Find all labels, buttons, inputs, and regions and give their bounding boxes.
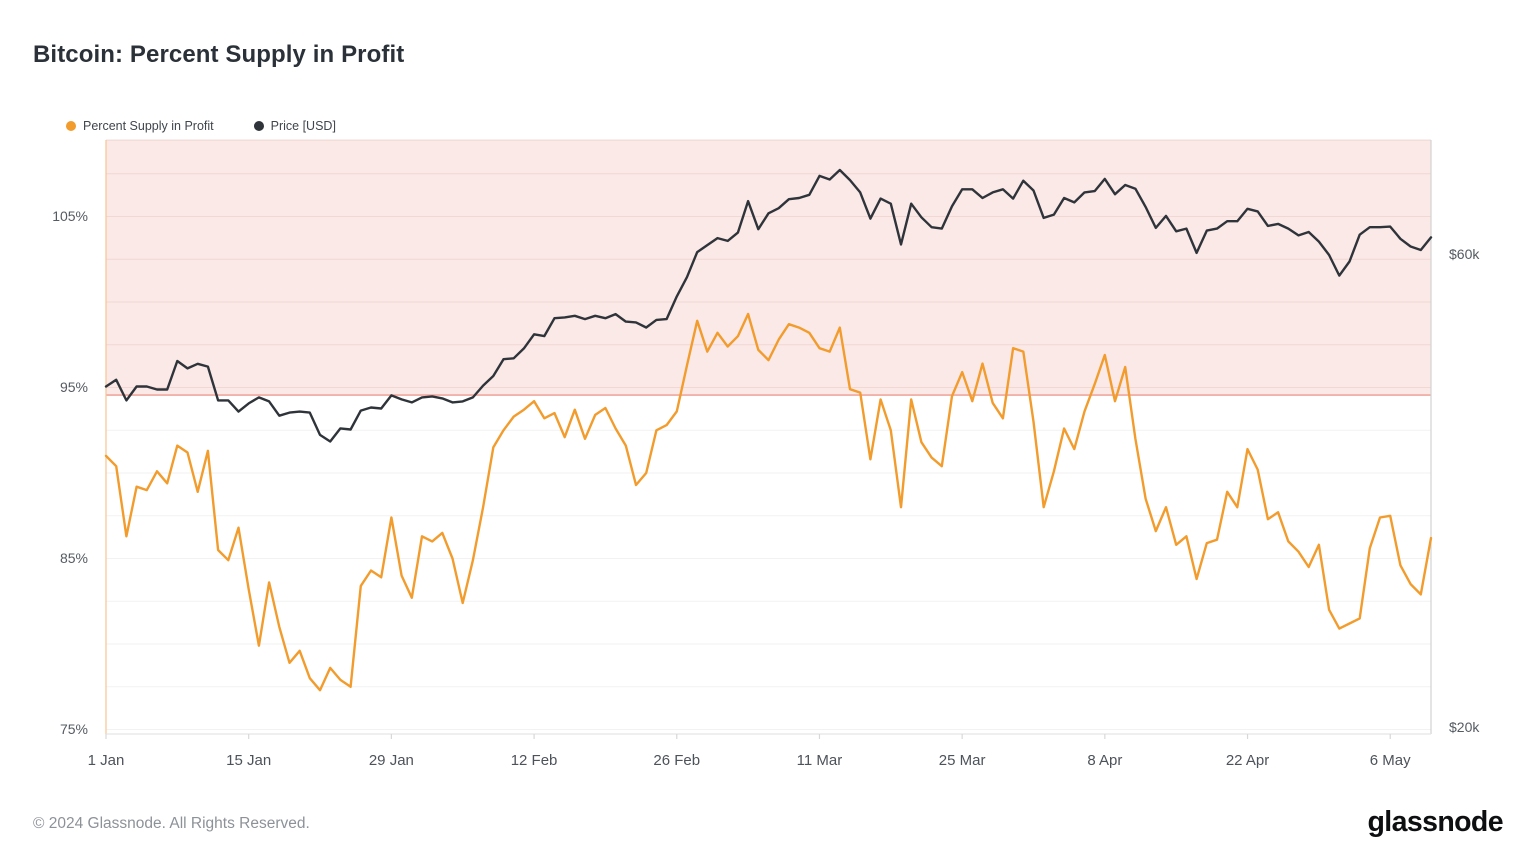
page-title: Bitcoin: Percent Supply in Profit	[33, 41, 405, 68]
legend-dot-price-icon	[253, 121, 264, 131]
legend-label-percent-supply: Percent Supply in Profit	[83, 119, 214, 133]
price-line	[104, 168, 1433, 443]
legend-dot-percent-supply-icon	[66, 121, 76, 131]
legend: Percent Supply in Profit Price [USD]	[66, 119, 336, 133]
legend-item-percent-supply[interactable]: Percent Supply in Profit	[66, 119, 214, 133]
highlight-zone	[106, 140, 1431, 396]
legend-item-price[interactable]: Price [USD]	[253, 119, 336, 133]
copyright-text: © 2024 Glassnode. All Rights Reserved.	[33, 815, 310, 832]
legend-label-price: Price [USD]	[270, 119, 336, 133]
percent-supply-line	[104, 312, 1433, 692]
glassnode-logo: glassnode	[1367, 806, 1503, 838]
